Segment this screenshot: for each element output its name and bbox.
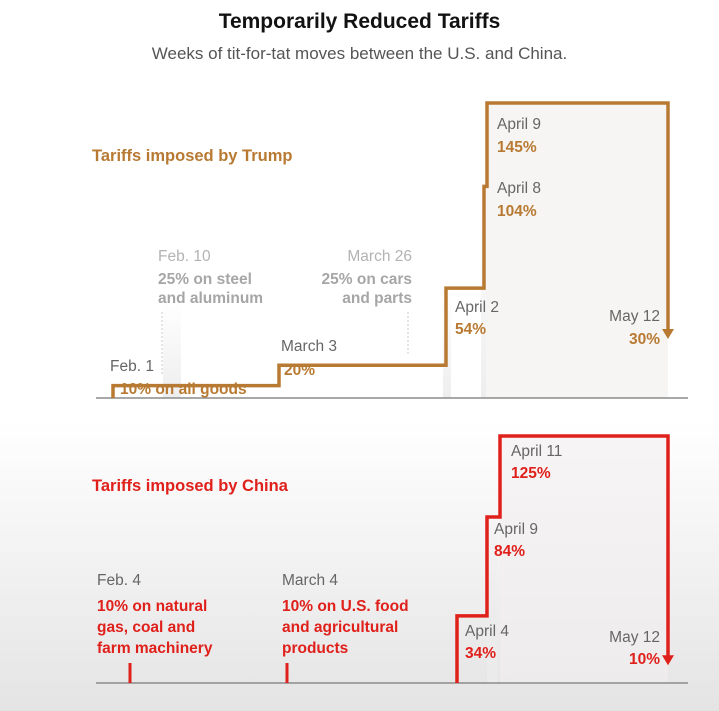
us-date-may12: May 12 bbox=[609, 308, 660, 325]
us-bg-column bbox=[486, 103, 668, 398]
china-march4-line3: products bbox=[282, 640, 348, 657]
china-value-april11: 125% bbox=[511, 465, 551, 482]
us-value-march3: 20% bbox=[284, 362, 315, 379]
china-value-may12: 10% bbox=[629, 651, 660, 668]
us-value-may12: 30% bbox=[629, 331, 660, 348]
us-date-april8: April 8 bbox=[497, 180, 541, 197]
china-date-april4: April 4 bbox=[465, 623, 509, 640]
china-feb4-line1: 10% on natural bbox=[97, 598, 207, 615]
cars-label-line1: 25% on cars bbox=[322, 271, 412, 288]
us-date-april9: April 9 bbox=[497, 116, 541, 133]
china-date-may12: May 12 bbox=[609, 629, 660, 646]
us-arrow-head bbox=[662, 328, 674, 339]
china-value-april4: 34% bbox=[465, 645, 496, 662]
china-date-feb4: Feb. 4 bbox=[97, 572, 141, 589]
cars-label-line2: and parts bbox=[342, 290, 412, 307]
china-bg-column bbox=[500, 436, 668, 683]
us-value-april2: 54% bbox=[455, 321, 486, 338]
steel-label-line2: and aluminum bbox=[158, 290, 263, 307]
steel-date: Feb. 10 bbox=[158, 248, 211, 265]
china-tariff-line bbox=[455, 434, 670, 683]
china-value-april9: 84% bbox=[494, 543, 525, 560]
us-date-march3: March 3 bbox=[281, 338, 337, 355]
china-march4-line1: 10% on U.S. food bbox=[282, 598, 409, 615]
us-bg-column bbox=[163, 300, 181, 398]
china-feb4-line2: gas, coal and bbox=[97, 619, 195, 636]
us-date-april2: April 2 bbox=[455, 299, 499, 316]
china-bg-column bbox=[487, 515, 497, 683]
us-section-title: Tariffs imposed by Trump bbox=[92, 147, 292, 165]
china-date-april9: April 9 bbox=[494, 521, 538, 538]
us-value-feb1: 10% on all goods bbox=[120, 381, 247, 398]
china-arrow-head bbox=[662, 655, 674, 666]
china-feb4-line3: farm machinery bbox=[97, 640, 213, 657]
chart-subtitle: Weeks of tit-for-tat moves between the U… bbox=[151, 44, 568, 63]
china-panel: Tariffs imposed by China Feb. 4 10% on n… bbox=[92, 434, 688, 684]
us-date-feb1: Feb. 1 bbox=[110, 358, 154, 375]
steel-label-line1: 25% on steel bbox=[158, 271, 252, 288]
us-tariff-line bbox=[111, 101, 670, 398]
china-march4-line2: and agricultural bbox=[282, 619, 398, 636]
us-value-april9: 145% bbox=[497, 139, 537, 156]
cars-date: March 26 bbox=[347, 248, 412, 265]
us-panel: Tariffs imposed by Trump Feb. 1 10% on a… bbox=[92, 101, 688, 399]
china-date-march4: March 4 bbox=[282, 572, 338, 589]
chart-title: Temporarily Reduced Tariffs bbox=[218, 10, 501, 33]
china-date-april11: April 11 bbox=[511, 443, 562, 460]
us-value-april8: 104% bbox=[497, 203, 537, 220]
china-section-title: Tariffs imposed by China bbox=[92, 477, 289, 495]
